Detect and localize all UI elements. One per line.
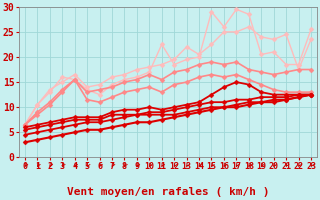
X-axis label: Vent moyen/en rafales ( km/h ): Vent moyen/en rafales ( km/h ) [67, 187, 269, 197]
